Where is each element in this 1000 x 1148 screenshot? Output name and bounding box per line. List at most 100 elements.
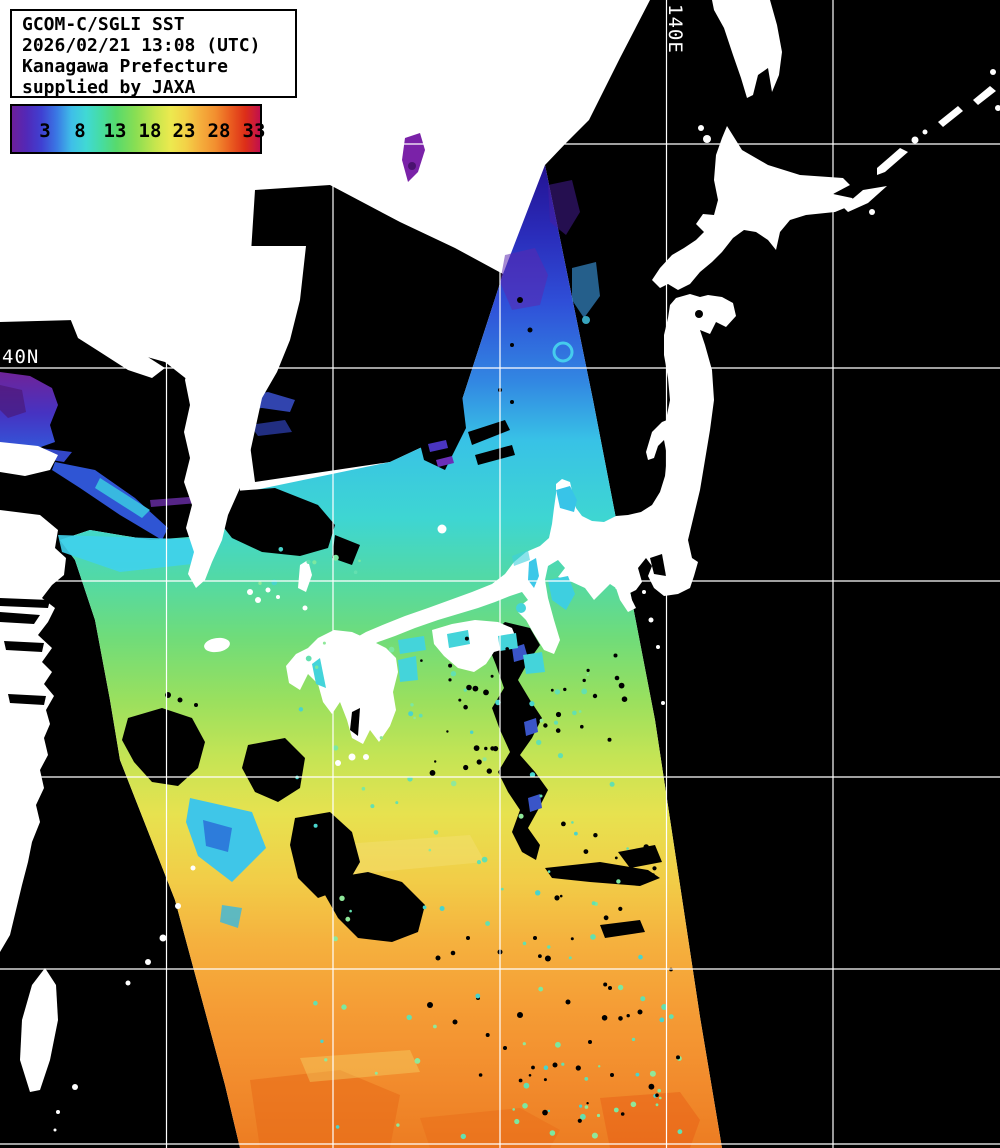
speckle-dot: [557, 753, 564, 759]
speckle-dot: [561, 821, 566, 827]
estuary-streak: [0, 598, 50, 608]
speckle-dot: [620, 1112, 625, 1116]
warm-patch: [600, 1092, 700, 1148]
speckle-dot: [522, 941, 527, 946]
speckle-dot: [583, 849, 589, 854]
land-izu-island: [661, 701, 665, 705]
speckle-dot: [486, 768, 492, 774]
speckle-dot: [640, 996, 646, 1002]
speckle-dot: [591, 1132, 598, 1139]
speckle-dot: [586, 1102, 589, 1105]
land-kuril-island: [843, 186, 887, 212]
speckle-dot: [648, 1083, 655, 1090]
speckle-dot: [553, 720, 559, 725]
speckle-dot: [649, 1070, 656, 1077]
yellow-sea-cyan-band: [58, 535, 215, 572]
cold-edge-streak-core: [203, 820, 232, 852]
east-korea-bay-streak: [250, 420, 292, 436]
speckle-dot: [542, 1109, 548, 1116]
land-rishiri: [703, 135, 711, 143]
speckle-dot: [458, 698, 462, 702]
speckle-dot: [596, 1113, 601, 1118]
speckle-dot: [320, 1039, 324, 1044]
speckle-dot: [428, 848, 432, 852]
osaka-bay: [516, 603, 526, 613]
speckle-dot: [626, 847, 629, 850]
speckle-dot: [581, 688, 588, 695]
cold-purple-patch: [500, 248, 548, 310]
speckle-dot: [475, 993, 481, 999]
land-izu-island: [648, 617, 654, 623]
speckle-dot: [476, 860, 482, 865]
warm-patch: [420, 1108, 560, 1148]
speckle-dot: [505, 647, 510, 651]
speckle-dot: [570, 937, 574, 941]
speckle-dot: [616, 879, 621, 884]
speckle-dot: [434, 760, 437, 763]
speckle-dot: [370, 804, 375, 809]
ariake-sea: [312, 658, 326, 688]
speckle-dot: [631, 1037, 636, 1042]
estuary-streak: [4, 641, 44, 652]
speckle-dot: [324, 1058, 328, 1062]
eddy-dot: [582, 316, 590, 324]
speckle-dot: [598, 1065, 601, 1068]
land-kuril-island: [911, 136, 919, 144]
speckle-dot: [514, 1118, 520, 1125]
speckle-dot: [543, 1078, 547, 1082]
land-ryukyu-island: [125, 980, 131, 986]
speckle-dot: [638, 954, 643, 960]
land-ryukyu-island: [159, 934, 167, 942]
speckle-dot: [472, 685, 479, 692]
speckle-dot: [349, 909, 352, 913]
speckle-dot: [630, 1101, 637, 1108]
land-tanegashima: [348, 753, 356, 761]
speckle-dot: [559, 894, 563, 898]
provider-line: Kanagawa Prefecture: [22, 56, 228, 77]
land-kyushu: [286, 630, 398, 744]
colorbar-tick: 18: [138, 120, 162, 142]
land-kuril-island: [922, 129, 928, 135]
speckle-dot: [668, 1014, 674, 1019]
yellow-sea-streak: [95, 478, 150, 518]
speckle-noise: [258, 547, 683, 1140]
speckle-dot: [484, 746, 488, 751]
speckle-dot: [500, 887, 504, 891]
speckle-dot: [539, 718, 544, 723]
speckle-dot: [478, 1073, 483, 1077]
cold-edge-dots: [220, 905, 242, 928]
speckle-dot: [485, 921, 490, 926]
speckle-dot: [448, 678, 452, 682]
speckle-dot: [535, 890, 541, 896]
speckle-dot: [476, 759, 482, 765]
speckle-dot: [483, 689, 489, 696]
speckle-dot: [258, 581, 262, 585]
speckle-dot: [358, 559, 361, 563]
land-kuril-island: [990, 69, 996, 75]
speckle-dot: [582, 678, 586, 683]
kii-channel: [523, 652, 545, 674]
observation-datetime: 2026/02/21 13:08 (UTC): [22, 35, 261, 56]
tokyo-bay: [650, 554, 666, 576]
speckle-dot: [312, 560, 317, 565]
land-ryukyu-island: [53, 1128, 57, 1132]
speckle-dot: [657, 1088, 661, 1093]
ise-bay: [548, 576, 575, 610]
speckle-dot: [577, 1118, 582, 1123]
sea-nodata-yellow-east-china-sea: [0, 320, 240, 1148]
speckle-dot: [609, 781, 615, 787]
speckle-dot: [584, 1077, 589, 1081]
land-honshu: [344, 294, 736, 658]
land-iki: [302, 605, 308, 611]
land-kuril-island: [973, 86, 996, 105]
land-izu-island: [656, 645, 660, 649]
speckle-dot: [539, 794, 543, 798]
speckle-dot: [463, 688, 467, 692]
speckle-dot: [422, 905, 427, 910]
liaodong-gulf-notch: [0, 612, 40, 624]
speckle-dot: [528, 1074, 532, 1077]
